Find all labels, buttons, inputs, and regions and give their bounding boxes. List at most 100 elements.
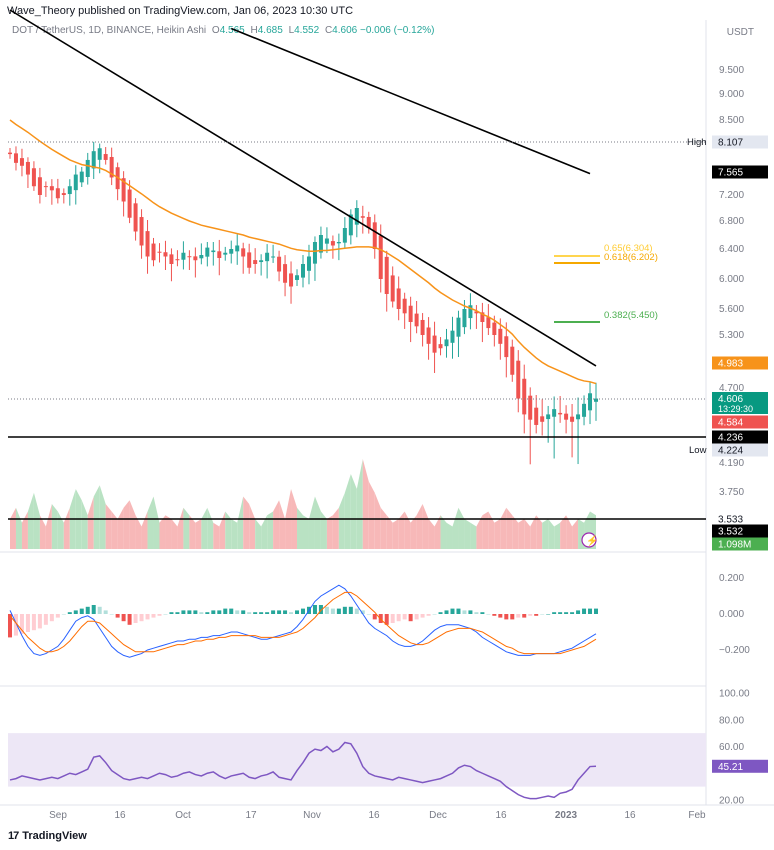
candle-body: [546, 414, 551, 420]
volume-bar: [488, 511, 495, 549]
volume-bar: [416, 504, 423, 549]
open-label: O: [211, 25, 220, 36]
volume-bar: [207, 507, 214, 549]
volume-bar: [404, 511, 411, 549]
macd-histogram-bar: [259, 612, 264, 614]
ema-price-tag-bg: [712, 356, 768, 370]
candle-body: [384, 256, 389, 294]
macd-histogram-bar: [342, 606, 347, 614]
prev-price-tag-bg: [712, 415, 768, 429]
open-value: 4.565: [219, 25, 245, 36]
volume-bar: [195, 519, 202, 549]
macd-histogram-bar: [85, 606, 90, 614]
macd-histogram-bar: [247, 612, 252, 614]
price-axis-tick: 4.700: [719, 383, 744, 394]
ema-line: [9, 119, 597, 385]
high-value: 4.685: [257, 25, 283, 36]
candle-body: [181, 252, 186, 260]
candle-body: [372, 222, 377, 249]
candle-body: [109, 156, 114, 178]
candle-body: [540, 416, 545, 422]
macd-histogram-bar: [127, 614, 132, 625]
candle-body: [324, 238, 329, 244]
macd-histogram-bar: [157, 614, 162, 616]
candle-body: [420, 319, 425, 335]
macd-histogram-bar: [115, 614, 120, 618]
volume-bar: [99, 485, 106, 549]
candle-body: [175, 259, 180, 261]
candle-body: [438, 344, 443, 349]
volume-level-tag: 3.533: [718, 515, 743, 526]
volume-bar: [171, 519, 178, 549]
rsi-axis-tick: 100.00: [719, 689, 750, 700]
rsi-axis-tick: 20.00: [719, 796, 744, 807]
volume-bar: [213, 522, 220, 549]
high-label: H: [250, 25, 258, 36]
macd-histogram-bar: [414, 614, 419, 620]
fib-label-065: 0.65(6.304): [604, 243, 653, 254]
candle-body: [552, 409, 557, 417]
trendline-price-tag-bg: [712, 165, 768, 179]
signal-line: [9, 591, 597, 655]
macd-histogram-bar: [151, 614, 156, 618]
macd-histogram-bar: [61, 614, 66, 615]
fib-label-0382: 0.382(5.450): [604, 310, 658, 321]
macd-histogram-bar: [510, 614, 515, 620]
macd-histogram-bar: [97, 606, 102, 614]
volume-bar: [386, 515, 393, 549]
time-axis-tick: 16: [624, 810, 636, 821]
price-axis-tick: 4.190: [719, 458, 744, 469]
volume-bar: [111, 511, 118, 549]
candle-body: [528, 395, 533, 420]
volume-bar: [63, 507, 70, 549]
candle-body: [259, 260, 264, 263]
macd-histogram-bar: [163, 614, 168, 615]
candle-body: [570, 416, 575, 422]
symbol-legend: DOT / TetherUS, 1D, BINANCE, Heikin Ashi…: [12, 25, 434, 36]
volume-bar: [33, 492, 40, 549]
volume-bar: [392, 519, 399, 549]
macd-histogram-bar: [480, 612, 485, 614]
candle-body: [145, 231, 150, 257]
macd-histogram-bar: [277, 610, 282, 614]
volume-bar: [368, 481, 375, 549]
price-axis-tick: 3.750: [719, 487, 744, 498]
candle-body: [265, 252, 270, 262]
volume-prev-tag-bg: [712, 524, 768, 538]
macd-histogram-bar: [324, 606, 329, 614]
volume-bar: [147, 496, 154, 549]
macd-histogram-bar: [330, 608, 335, 614]
candle-body: [151, 243, 156, 261]
volume-bar: [123, 500, 130, 549]
macd-histogram-bar: [211, 610, 216, 614]
macd-histogram-bar: [103, 610, 108, 614]
volume-bar: [542, 519, 549, 549]
macd-histogram-bar: [588, 608, 593, 614]
candle-body: [522, 378, 527, 415]
candle-body: [277, 256, 282, 272]
macd-histogram-bar: [582, 608, 587, 614]
volume-bar: [494, 519, 501, 549]
candle-body: [534, 407, 539, 425]
macd-histogram-bar: [546, 614, 551, 615]
low-label: Low: [689, 445, 707, 456]
volume-bar: [135, 515, 142, 549]
candle-body: [217, 251, 222, 258]
macd-histogram-bar: [217, 610, 222, 614]
macd-histogram-bar: [486, 614, 491, 615]
low-label: L: [288, 25, 295, 36]
candle-body: [462, 309, 467, 328]
macd-histogram-bar: [492, 614, 497, 616]
macd-histogram-bar: [289, 612, 294, 614]
candle-body: [306, 256, 311, 271]
candle-body: [360, 216, 365, 218]
support-price-tag: 4.236: [718, 433, 743, 444]
volume-bar: [356, 459, 363, 549]
candle-body: [312, 242, 317, 264]
volume-prev-tag: 3.532: [718, 527, 743, 538]
candle-body: [229, 249, 234, 254]
macd-histogram-bar: [594, 608, 598, 614]
candle-body: [61, 193, 66, 195]
price-axis-tick: 6.400: [719, 244, 744, 255]
